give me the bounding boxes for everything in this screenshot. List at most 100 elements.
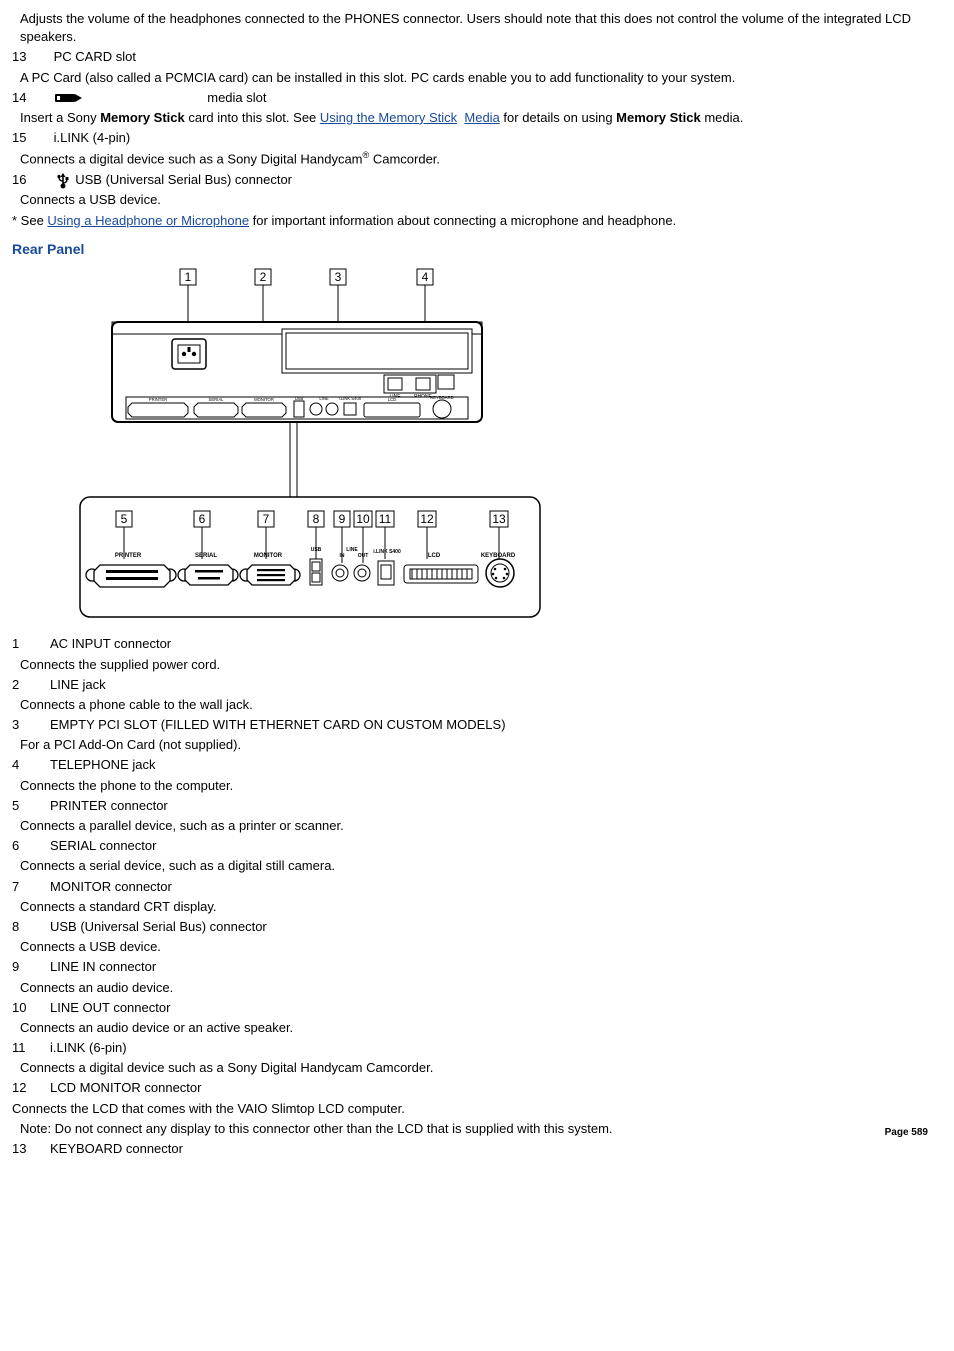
item-title: media slot bbox=[207, 90, 266, 105]
svg-text:PRINTER: PRINTER bbox=[115, 553, 142, 559]
item-title: EMPTY PCI SLOT (FILLED WITH ETHERNET CAR… bbox=[50, 717, 506, 732]
item-title: LINE IN connector bbox=[50, 959, 156, 974]
item-title: LINE jack bbox=[50, 677, 106, 692]
svg-text:11: 11 bbox=[379, 512, 392, 526]
rear-item-4-desc: Connects the phone to the computer. bbox=[12, 777, 942, 795]
svg-text:SERIAL: SERIAL bbox=[209, 397, 225, 402]
rear-panel-heading: Rear Panel bbox=[12, 240, 942, 260]
svg-text:MONITOR: MONITOR bbox=[254, 397, 274, 402]
item-title: i.LINK (4-pin) bbox=[54, 130, 131, 145]
item-13-title-row: 13 PC CARD slot bbox=[12, 48, 942, 66]
rear-item-2-title: 2LINE jack bbox=[12, 676, 942, 694]
item-title: i.LINK (6-pin) bbox=[50, 1040, 127, 1055]
item-num: 5 bbox=[12, 797, 50, 815]
rear-item-6-desc: Connects a serial device, such as a digi… bbox=[12, 857, 942, 875]
svg-text:IN: IN bbox=[340, 553, 345, 559]
text: * See bbox=[12, 213, 47, 228]
rear-item-2-desc: Connects a phone cable to the wall jack. bbox=[12, 696, 942, 714]
svg-text:SERIAL: SERIAL bbox=[195, 553, 217, 559]
rear-item-10-title: 10LINE OUT connector bbox=[12, 999, 942, 1017]
item-num: 12 bbox=[12, 1079, 50, 1097]
text: media. bbox=[701, 110, 744, 125]
svg-text:9: 9 bbox=[339, 512, 346, 526]
svg-text:USB: USB bbox=[311, 547, 322, 553]
item-title: AC INPUT connector bbox=[50, 636, 171, 651]
rear-panel-figure: 1 2 3 4 LINE PHONE bbox=[72, 267, 942, 627]
rear-item-4-title: 4TELEPHONE jack bbox=[12, 756, 942, 774]
item-num: 4 bbox=[12, 756, 50, 774]
rear-item-1-title: 1AC INPUT connector bbox=[12, 635, 942, 653]
rear-item-12-desc: Connects the LCD that comes with the VAI… bbox=[12, 1100, 942, 1118]
text: for important information about connecti… bbox=[249, 213, 676, 228]
svg-text:6: 6 bbox=[199, 512, 206, 526]
svg-text:KEYBOARD: KEYBOARD bbox=[481, 553, 516, 559]
item-num: 9 bbox=[12, 958, 50, 976]
text: card into this slot. See bbox=[185, 110, 320, 125]
item-13-desc: A PC Card (also called a PCMCIA card) ca… bbox=[12, 69, 942, 87]
svg-text:8: 8 bbox=[313, 512, 320, 526]
rear-item-9-desc: Connects an audio device. bbox=[12, 979, 942, 997]
rear-item-1-desc: Connects the supplied power cord. bbox=[12, 656, 942, 674]
media-link[interactable]: Media bbox=[464, 110, 499, 125]
headphone-microphone-link[interactable]: Using a Headphone or Microphone bbox=[47, 213, 249, 228]
svg-text:OUT: OUT bbox=[358, 553, 369, 559]
item-15-desc: Connects a digital device such as a Sony… bbox=[12, 149, 942, 169]
rear-item-7-desc: Connects a standard CRT display. bbox=[12, 898, 942, 916]
rear-item-6-title: 6SERIAL connector bbox=[12, 837, 942, 855]
item-num: 11 bbox=[12, 1039, 50, 1057]
item-16-title-row: 16 USB (Universal Serial Bus) connector bbox=[12, 171, 942, 190]
text-bold: Memory Stick bbox=[616, 110, 701, 125]
rear-item-12-note: Note: Do not connect any display to this… bbox=[12, 1120, 942, 1138]
svg-text:LINE: LINE bbox=[319, 396, 329, 401]
svg-text:7: 7 bbox=[263, 512, 270, 526]
rear-item-11-title: 11i.LINK (6-pin) bbox=[12, 1039, 942, 1057]
rear-panel-list: 1AC INPUT connector Connects the supplie… bbox=[12, 635, 942, 1158]
text: for details on using bbox=[500, 110, 616, 125]
item-num: 2 bbox=[12, 676, 50, 694]
item-num: 14 bbox=[12, 89, 50, 107]
rear-item-5-desc: Connects a parallel device, such as a pr… bbox=[12, 817, 942, 835]
rear-item-8-title: 8USB (Universal Serial Bus) connector bbox=[12, 918, 942, 936]
item-num: 13 bbox=[12, 1140, 50, 1158]
item-title: LINE OUT connector bbox=[50, 1000, 170, 1015]
callout-4: 4 bbox=[422, 270, 429, 284]
svg-text:12: 12 bbox=[420, 512, 434, 526]
text: Connects a digital device such as a Sony… bbox=[20, 152, 363, 167]
item-num: 6 bbox=[12, 837, 50, 855]
item-title: USB (Universal Serial Bus) connector bbox=[50, 919, 267, 934]
text: Camcorder. bbox=[369, 152, 440, 167]
item-title: TELEPHONE jack bbox=[50, 757, 155, 772]
svg-text:LCD: LCD bbox=[388, 397, 396, 402]
rear-item-12-title: 12LCD MONITOR connector bbox=[12, 1079, 942, 1097]
svg-text:i.LINK S400: i.LINK S400 bbox=[373, 549, 401, 555]
item-title: USB (Universal Serial Bus) connector bbox=[75, 172, 292, 187]
text: Insert a Sony bbox=[20, 110, 100, 125]
item-num: 10 bbox=[12, 999, 50, 1017]
svg-text:10: 10 bbox=[356, 512, 370, 526]
item-num: 3 bbox=[12, 716, 50, 734]
item-title: MONITOR connector bbox=[50, 879, 172, 894]
memory-stick-link[interactable]: Using the Memory Stick bbox=[320, 110, 457, 125]
callout-2: 2 bbox=[260, 270, 267, 284]
svg-text:LINE: LINE bbox=[346, 547, 358, 553]
rear-item-11-desc: Connects a digital device such as a Sony… bbox=[12, 1059, 942, 1077]
text-bold: Memory Stick bbox=[100, 110, 185, 125]
item-title: LCD MONITOR connector bbox=[50, 1080, 201, 1095]
svg-text:MONITOR: MONITOR bbox=[254, 553, 283, 559]
memory-stick-icon bbox=[54, 91, 204, 105]
svg-text:5: 5 bbox=[121, 512, 128, 526]
item-title: SERIAL connector bbox=[50, 838, 156, 853]
rear-item-7-title: 7MONITOR connector bbox=[12, 878, 942, 896]
item-num: 15 bbox=[12, 129, 50, 147]
rear-item-3-desc: For a PCI Add-On Card (not supplied). bbox=[12, 736, 942, 754]
rear-item-9-title: 9LINE IN connector bbox=[12, 958, 942, 976]
item-num: 1 bbox=[12, 635, 50, 653]
svg-text:13: 13 bbox=[492, 512, 506, 526]
svg-text:USB: USB bbox=[295, 396, 304, 401]
item-14-title-row: 14 media slot bbox=[12, 89, 942, 107]
item-title: PC CARD slot bbox=[54, 49, 136, 64]
item-title: KEYBOARD connector bbox=[50, 1141, 183, 1156]
svg-text:KEYBOARD: KEYBOARD bbox=[430, 395, 453, 400]
footnote: * See Using a Headphone or Microphone fo… bbox=[12, 212, 942, 230]
item-16-desc: Connects a USB device. bbox=[12, 191, 942, 209]
